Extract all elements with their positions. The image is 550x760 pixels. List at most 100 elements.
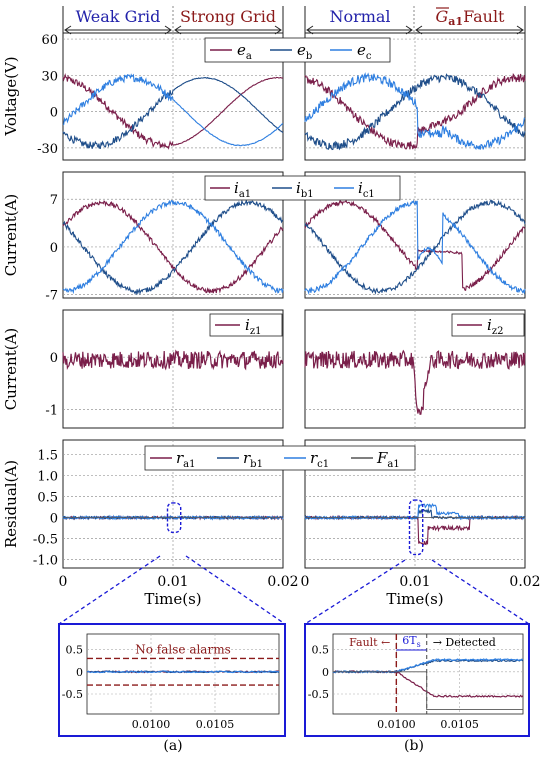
current-legend-label-2-sub: c1 [363,189,375,200]
header-weak-grid: Weak Grid [76,7,161,26]
zoom-series-b-1 [332,659,524,674]
voltage-series-b-1 [304,73,526,151]
header-fault-word: Fault [463,7,505,26]
header-fault: Ga1Fault [436,7,506,28]
residual-ytick-1: 1.0 [37,470,58,485]
residual-ytick-5: -1.0 [33,554,58,569]
voltage-legend-label-2-base: e [357,41,366,59]
current-legend-label-0-base: i [234,179,239,197]
izone-ytick-1: -1 [45,404,58,419]
voltage-ytick-2: 0 [50,106,58,121]
residual-ylabel: Residual(A) [2,460,20,548]
current-legend-label-1: ib1 [296,179,314,200]
residual-legend-label-0: ra1 [176,449,196,470]
current-ylabel: Current(A) [2,194,20,277]
voltage-series-b-2 [304,72,526,150]
voltage-legend-label-1-base: e [297,41,306,59]
current-series-b-1 [304,199,526,295]
current-legend-label-2-base: i [358,179,363,197]
zoom-no-false-alarms: No false alarms [135,642,230,656]
current-series-a-2 [62,199,284,295]
residual-ytick-0: 1.5 [37,449,58,464]
zoom-connector-b-right [431,559,530,625]
izone-series-a [62,349,284,371]
izone-legend-a: iz1 [209,313,283,337]
zoom-ytick-b-2: -0.5 [308,688,329,701]
izone-legend-label-b-sub: z2 [492,326,504,337]
residual-xtick-a-0: 0 [59,574,68,590]
header-strong-grid: Strong Grid [180,7,276,26]
zoom-xtick-b-0: 0.0100 [377,718,416,731]
izone-ytick-0: 0 [50,351,58,366]
voltage-legend-box [204,37,391,63]
izone-legend-label-a-sub: z1 [250,326,262,337]
zoom-ytick-a-2: -0.5 [62,688,83,701]
voltage-ytick-3: -30 [37,142,58,157]
zoom-xtick-b-1: 0.0105 [440,718,479,731]
voltage-legend-label-2-sub: c [366,51,372,62]
izone-legend-box-a [209,313,283,337]
izone-legend-label-a-base: i [245,316,250,334]
current-legend-box [204,175,401,201]
zoom-ytick-b-1: 0 [322,666,329,679]
residual-xtick-b-0: 0 [301,574,310,590]
current-ytick-1: 0 [50,241,58,256]
izone-legend-b: iz2 [451,313,525,337]
zoom-detected-label: → Detected [433,636,496,649]
zoom-fault-label: Fault ← [349,636,390,649]
current-series-b-0 [304,199,526,291]
residual-xtick-a-1: 0.01 [157,574,188,590]
residual-legend-label-2-sub: c1 [317,459,329,470]
zoom-connector-a-right [185,555,286,625]
zoom-connector-b-left [304,559,406,625]
zoom-f-step [333,671,523,711]
residual-highlight-b [408,499,424,556]
voltage-legend-label-2: ec [357,41,372,62]
zoom-ytick-b-0: 0.5 [312,644,330,657]
current-ytick-2: -7 [45,289,58,304]
zoom-frame-a [86,633,280,715]
residual-legend-label-1-base: r [243,449,251,467]
current-legend: ia1 ib1 ic1 [204,175,401,201]
voltage-series-a-1 [62,76,284,150]
zoom-connector-a-left [58,555,161,625]
izone-legend-label-a: iz1 [245,316,261,337]
caption-a: (a) [163,738,182,754]
residual-xtick-b-2: 0.02 [509,574,540,590]
residual-legend-label-3-base: F [376,449,388,467]
residual-legend-label-0-sub: a1 [183,459,195,470]
voltage-ylabel: Voltage(V) [2,56,20,136]
residual-xtick-b-1: 0.01 [399,574,430,590]
residual-ytick-2: 0.5 [37,491,58,506]
bracket-weak-r [164,25,172,35]
residual-legend-label-3-sub: a1 [387,459,399,470]
residual-xtick-a-2: 0.02 [267,574,298,590]
residual-legend-label-2-base: r [310,449,318,467]
bracket-strong-l [174,25,182,35]
izone-series-b [304,349,526,416]
zoom-xtick-a-1: 0.0105 [196,718,235,731]
zoom-6t-base: 6T [402,634,417,647]
bracket-strong-r [274,25,282,35]
residual-legend-label-0-base: r [176,449,184,467]
residual-legend-label-3: Fa1 [376,449,400,470]
izone-ylabel: Current(A) [2,328,20,411]
zoom-ytick-a-0: 0.5 [66,644,84,657]
zoom-6t-sub: s [417,640,421,649]
izone-legend-label-b-base: i [487,316,492,334]
current-legend-label-1-sub: b1 [301,189,314,200]
voltage-legend-label-1-sub: b [306,51,312,62]
bracket-normal-r [405,25,413,35]
voltage-ytick-0: 60 [41,33,58,48]
voltage-series-a-2 [62,73,284,147]
bracket-normal-l [306,25,314,35]
zoom-series-a-2 [86,670,280,674]
voltage-legend-label-0-sub: a [246,51,252,62]
voltage-series-a-0 [62,72,284,150]
voltage-legend: ea eb ec [204,37,391,63]
zoom-ytick-a-1: 0 [76,666,83,679]
voltage-series-b-0 [304,72,526,150]
current-ytick-0: 7 [50,193,58,208]
section-headers: Weak Grid Strong Grid Normal Ga1Fault [76,7,505,28]
